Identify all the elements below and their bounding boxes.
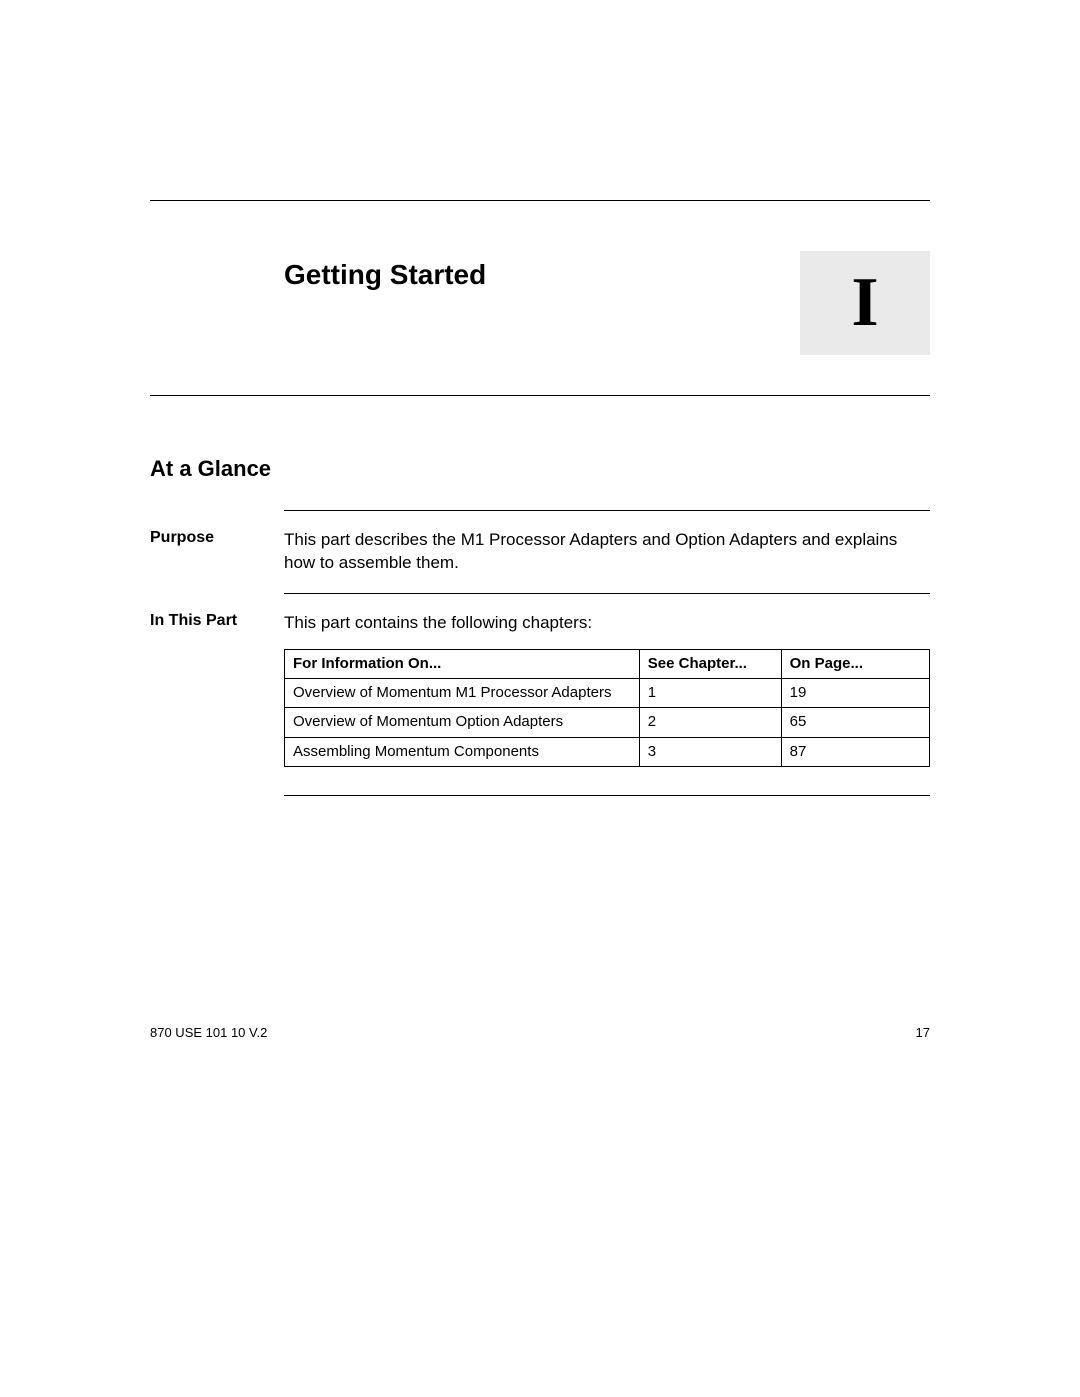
page-footer: 870 USE 101 10 V.2 17 xyxy=(150,1025,930,1040)
cell-info: Overview of Momentum Option Adapters xyxy=(285,708,640,737)
mid-rule xyxy=(150,395,930,396)
col-header-info: For Information On... xyxy=(285,649,640,678)
at-a-glance-heading: At a Glance xyxy=(150,456,930,482)
cell-page: 19 xyxy=(781,679,929,708)
table-row: Assembling Momentum Components 3 87 xyxy=(285,737,930,766)
table-header-row: For Information On... See Chapter... On … xyxy=(285,649,930,678)
cell-chapter: 2 xyxy=(639,708,781,737)
cell-chapter: 1 xyxy=(639,679,781,708)
divider xyxy=(284,795,930,796)
in-this-part-body: This part contains the following chapter… xyxy=(284,612,930,767)
doc-reference: 870 USE 101 10 V.2 xyxy=(150,1025,267,1040)
table-row: Overview of Momentum Option Adapters 2 6… xyxy=(285,708,930,737)
part-numeral: I xyxy=(851,263,878,343)
top-rule xyxy=(150,200,930,201)
purpose-label: Purpose xyxy=(150,529,284,575)
title-row: Getting Started I xyxy=(284,251,930,355)
part-numeral-box: I xyxy=(800,251,930,355)
cell-info: Overview of Momentum M1 Processor Adapte… xyxy=(285,679,640,708)
chapters-table: For Information On... See Chapter... On … xyxy=(284,649,930,767)
cell-page: 65 xyxy=(781,708,929,737)
in-this-part-label: In This Part xyxy=(150,612,284,767)
col-header-chapter: See Chapter... xyxy=(639,649,781,678)
part-title: Getting Started xyxy=(284,251,486,291)
page: Getting Started I At a Glance Purpose Th… xyxy=(0,0,1080,1397)
cell-info: Assembling Momentum Components xyxy=(285,737,640,766)
purpose-text: This part describes the M1 Processor Ada… xyxy=(284,529,930,575)
col-header-page: On Page... xyxy=(781,649,929,678)
page-number: 17 xyxy=(916,1025,930,1040)
in-this-part-intro: This part contains the following chapter… xyxy=(284,612,930,635)
table-row: Overview of Momentum M1 Processor Adapte… xyxy=(285,679,930,708)
cell-chapter: 3 xyxy=(639,737,781,766)
cell-page: 87 xyxy=(781,737,929,766)
